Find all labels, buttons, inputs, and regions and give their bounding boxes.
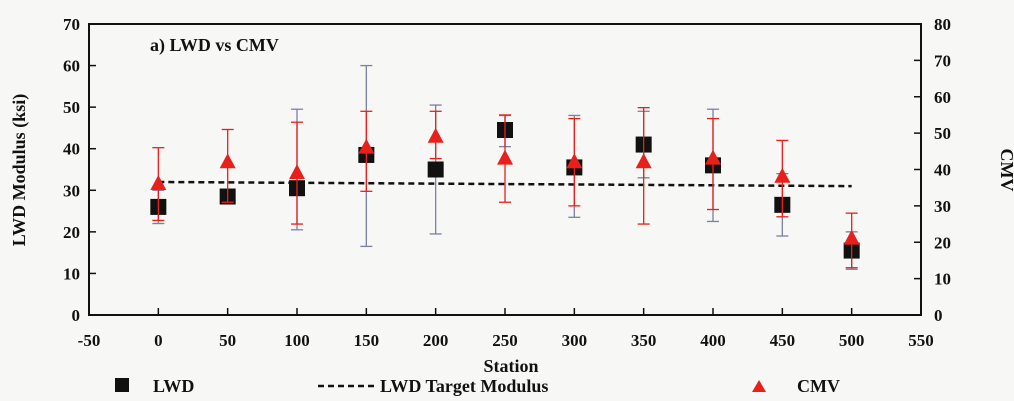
x-tick-label: 350 bbox=[631, 331, 657, 350]
legend-cmv-marker bbox=[752, 380, 766, 392]
legend-lwd-marker bbox=[115, 378, 129, 392]
y2-tick-label: 40 bbox=[934, 161, 951, 180]
y-tick-label: 50 bbox=[63, 98, 80, 117]
cmv-point bbox=[635, 153, 652, 169]
y-tick-label: 20 bbox=[63, 223, 80, 242]
x-tick-label: 400 bbox=[700, 331, 726, 350]
x-tick-label: 0 bbox=[154, 331, 163, 350]
x-axis-label: Station bbox=[483, 356, 538, 376]
x-tick-label: 50 bbox=[219, 331, 236, 350]
chart-title: a) LWD vs CMV bbox=[150, 35, 279, 56]
cmv-point bbox=[843, 229, 860, 245]
x-tick-label: 500 bbox=[839, 331, 865, 350]
y-tick-label: 60 bbox=[63, 57, 80, 76]
x-tick-label: 150 bbox=[354, 331, 380, 350]
cmv-point bbox=[219, 153, 236, 169]
cmv-point bbox=[774, 167, 791, 183]
legend-target-label: LWD Target Modulus bbox=[380, 376, 548, 396]
y2-tick-label: 10 bbox=[934, 270, 951, 289]
cmv-point bbox=[358, 138, 375, 154]
cmv-point bbox=[705, 149, 721, 165]
legend: LWD LWD Target Modulus CMV bbox=[115, 376, 840, 396]
y2-tick-label: 0 bbox=[934, 306, 943, 325]
target-line-layer bbox=[158, 180, 852, 188]
y-tick-label: 40 bbox=[63, 140, 80, 159]
y2-tick-label: 30 bbox=[934, 197, 951, 216]
legend-lwd-label: LWD bbox=[153, 376, 194, 396]
x-tick-label: -50 bbox=[78, 331, 101, 350]
cmv-point bbox=[566, 153, 583, 169]
x-tick-label: 300 bbox=[562, 331, 588, 350]
x-tick-label: 200 bbox=[423, 331, 449, 350]
target-modulus-line bbox=[158, 180, 852, 188]
axes: -50 0 50 100 150 200 250 300 350 400 450 500 5500102… bbox=[63, 15, 951, 350]
y-tick-label: 0 bbox=[72, 306, 81, 325]
y2-tick-label: 60 bbox=[934, 88, 951, 107]
cmv-point bbox=[497, 149, 513, 165]
x-tick-label: 550 bbox=[908, 331, 934, 350]
legend-cmv-label: CMV bbox=[797, 376, 840, 396]
x-tick-label: 100 bbox=[284, 331, 310, 350]
y2-tick-label: 20 bbox=[934, 233, 951, 252]
y-axis-label: LWD Modulus (ksi) bbox=[9, 94, 30, 246]
x-tick-label: 450 bbox=[770, 331, 796, 350]
y2-tick-label: 80 bbox=[934, 15, 951, 34]
lwd-point bbox=[427, 161, 444, 178]
cmv-point bbox=[427, 127, 444, 143]
y2-axis-label: CMV bbox=[997, 149, 1014, 192]
cmv-point bbox=[150, 175, 167, 191]
y-tick-label: 30 bbox=[63, 181, 80, 200]
y-tick-label: 10 bbox=[63, 264, 80, 283]
y-tick-label: 70 bbox=[63, 15, 80, 34]
cmv-series bbox=[150, 107, 860, 269]
y2-tick-label: 50 bbox=[934, 124, 951, 143]
x-tick-label: 250 bbox=[492, 331, 518, 350]
y2-tick-label: 70 bbox=[934, 51, 951, 70]
cmv-point bbox=[289, 164, 305, 180]
